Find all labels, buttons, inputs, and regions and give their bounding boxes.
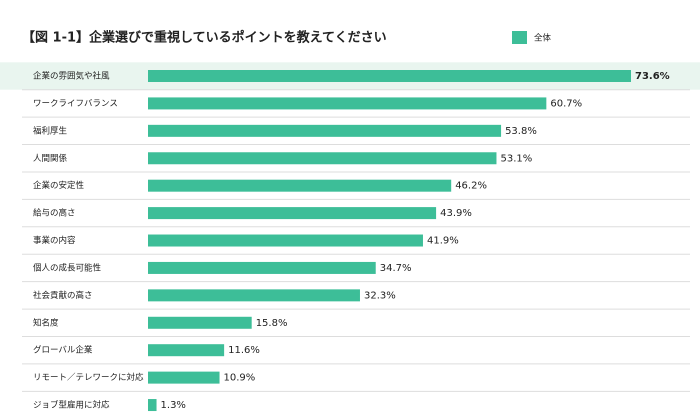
bar bbox=[148, 179, 452, 192]
value-label: 53.1% bbox=[500, 153, 532, 164]
legend-label: 全体 bbox=[534, 33, 552, 44]
value-label: 10.9% bbox=[224, 373, 256, 384]
value-label: 32.3% bbox=[364, 290, 396, 301]
category-label: 企業の雰囲気や社風 bbox=[33, 71, 110, 82]
bar bbox=[148, 316, 252, 329]
bar bbox=[148, 207, 437, 220]
category-label: 福利厚生 bbox=[33, 125, 68, 136]
value-label: 11.6% bbox=[228, 345, 260, 356]
legend-swatch bbox=[512, 31, 527, 44]
category-label: グローバル企業 bbox=[33, 345, 93, 356]
bar bbox=[148, 344, 225, 357]
value-label: 43.9% bbox=[440, 208, 472, 219]
value-label: 60.7% bbox=[550, 98, 582, 109]
bar bbox=[148, 289, 360, 302]
value-label: 53.8% bbox=[505, 126, 537, 137]
bar bbox=[148, 371, 220, 384]
value-label: 1.3% bbox=[161, 400, 186, 411]
value-label: 15.8% bbox=[256, 318, 288, 329]
category-label: 個人の成長可能性 bbox=[33, 262, 102, 273]
category-label: 企業の安定性 bbox=[33, 180, 85, 191]
value-label: 46.2% bbox=[455, 181, 487, 192]
bar bbox=[148, 70, 631, 82]
bar bbox=[148, 234, 423, 247]
category-label: リモート／テレワークに対応 bbox=[33, 372, 144, 383]
bar bbox=[148, 124, 502, 137]
bar bbox=[148, 261, 376, 274]
category-label: ジョブ型雇用に対応 bbox=[33, 400, 110, 411]
category-label: 給与の高さ bbox=[33, 208, 76, 219]
category-label: 事業の内容 bbox=[33, 235, 76, 246]
value-label: 73.6% bbox=[635, 71, 670, 82]
category-label: 社会貢献の高さ bbox=[33, 290, 93, 301]
category-label: 人間関係 bbox=[33, 154, 68, 164]
bar bbox=[148, 97, 547, 110]
category-label: 知名度 bbox=[33, 317, 59, 328]
category-label: ワークライフバランス bbox=[33, 99, 118, 109]
value-label: 34.7% bbox=[380, 263, 412, 274]
bar bbox=[148, 152, 497, 165]
bar bbox=[148, 399, 157, 412]
chart-title: 【図 1-1】企業選びで重視しているポイントを教えてください bbox=[22, 30, 387, 46]
value-label: 41.9% bbox=[427, 236, 459, 247]
